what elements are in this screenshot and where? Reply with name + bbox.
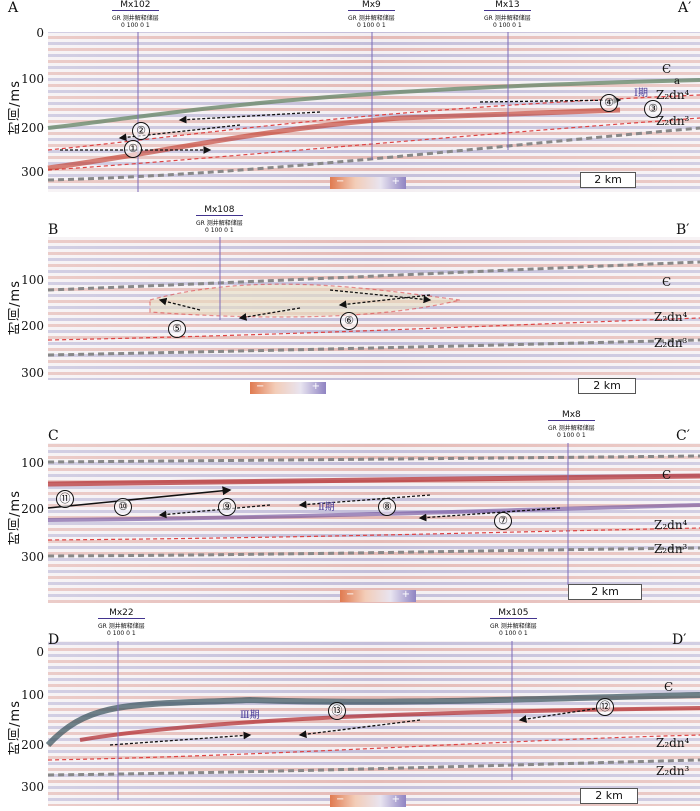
panel-d-right-label: D′ (672, 632, 687, 648)
body-12: ⑫ (596, 698, 614, 716)
panel-c-right-label: C′ (676, 428, 690, 444)
horizon-cambrian (47, 78, 700, 130)
formation-dn3-d: Z₂dn³ (656, 764, 690, 778)
panel-b-left-label: B (48, 222, 59, 238)
panel-c-section (47, 443, 700, 603)
panel-a-left-label: A (8, 0, 19, 16)
period-1: Ⅰ期 (634, 88, 648, 99)
panel-c-ylabel: 时间/ms (8, 490, 23, 545)
body-9: ⑨ (218, 498, 236, 516)
tick-0: 0 (36, 26, 44, 40)
scalebar-b: 2 km (578, 378, 636, 394)
well-mx8: Mx8 GR 测井解释储层 0 100 0 1 (548, 410, 595, 439)
well-mx102: Mx102 GR 测井解释储层 0 100 0 1 (112, 0, 159, 29)
horizon-cambrian (47, 454, 700, 464)
tick-c-300: 300 (21, 550, 44, 564)
well-mx13: Mx13 GR 测井解释储层 0 100 0 1 (484, 0, 531, 29)
tick-d-300: 300 (21, 780, 44, 794)
scalebar-a: 2 km (580, 172, 636, 188)
tick-300: 300 (21, 165, 44, 179)
period-3: Ⅲ期 (240, 710, 260, 721)
formation-cambrian-d: Є (664, 680, 674, 694)
tick-200: 200 (21, 121, 44, 135)
body-3: ③ (644, 100, 662, 118)
period-2: Ⅱ期 (318, 502, 335, 513)
tick-d-100: 100 (21, 688, 44, 702)
horizon-cambrian (47, 260, 700, 292)
formation-dn4-c: Z₂dn⁴ (654, 518, 688, 532)
formation-cambrian-a: Є (662, 62, 672, 76)
tick-c-100: 100 (21, 456, 44, 470)
well-mx105: Mx105 GR 测井解释储层 0 100 0 1 (490, 608, 537, 637)
body-1: ① (124, 140, 142, 158)
body-6: ⑥ (340, 312, 358, 330)
tick-b-100: 100 (21, 273, 44, 287)
panel-b-right-label: B′ (676, 222, 690, 238)
tick-b-300: 300 (21, 366, 44, 380)
marker-a: a (674, 76, 680, 87)
colorbar-d: − + (330, 794, 406, 807)
formation-dn3-a: Z₂dn³ (656, 114, 690, 128)
tick-d-200: 200 (21, 738, 44, 752)
panel-d-left-label: D (48, 632, 60, 648)
well-mx22: Mx22 GR 测井解释储层 0 100 0 1 (98, 608, 145, 637)
body-7: ⑦ (494, 512, 512, 530)
colorbar-a: − + (330, 176, 406, 189)
panel-d-section (45, 641, 700, 806)
well-mx9: Mx9 GR 测井解释储层 0 100 0 1 (348, 0, 395, 29)
body-2: ② (132, 122, 150, 140)
scalebar-c: 2 km (568, 584, 642, 600)
panel-a-right-label: A′ (678, 0, 692, 16)
tick-b-200: 200 (21, 319, 44, 333)
tick-c-200: 200 (21, 502, 44, 516)
scalebar-d: 2 km (580, 788, 638, 804)
formation-dn4-d: Z₂dn⁴ (656, 736, 690, 750)
tick-100: 100 (21, 72, 44, 86)
well-mx108: Mx108 GR 测井解释储层 0 100 0 1 (196, 205, 243, 234)
body-13: ⑬ (328, 702, 346, 720)
panel-a-section (47, 32, 700, 192)
formation-cambrian-b: Є (662, 275, 672, 289)
colorbar-b: − + (250, 381, 326, 394)
panel-b-section (47, 237, 700, 380)
formation-cambrian-c: Є (662, 468, 672, 482)
formation-dn3-b: Z₂dn³ (654, 336, 688, 350)
formation-dn4-a: Z₂dn⁴ (656, 88, 690, 102)
formation-dn3-c: Z₂dn³ (654, 542, 688, 556)
formation-dn4-b: Z₂dn⁴ (654, 310, 688, 324)
body-4: ④ (600, 94, 618, 112)
body-8: ⑧ (378, 498, 396, 516)
body-11: ⑪ (56, 490, 74, 508)
horizon-cambrian (45, 692, 700, 748)
body-10: ⑩ (114, 498, 132, 516)
tick-d-0: 0 (36, 645, 44, 659)
body-5: ⑤ (168, 320, 186, 338)
panel-c-left-label: C (48, 428, 59, 444)
colorbar-c: − + (340, 589, 416, 602)
